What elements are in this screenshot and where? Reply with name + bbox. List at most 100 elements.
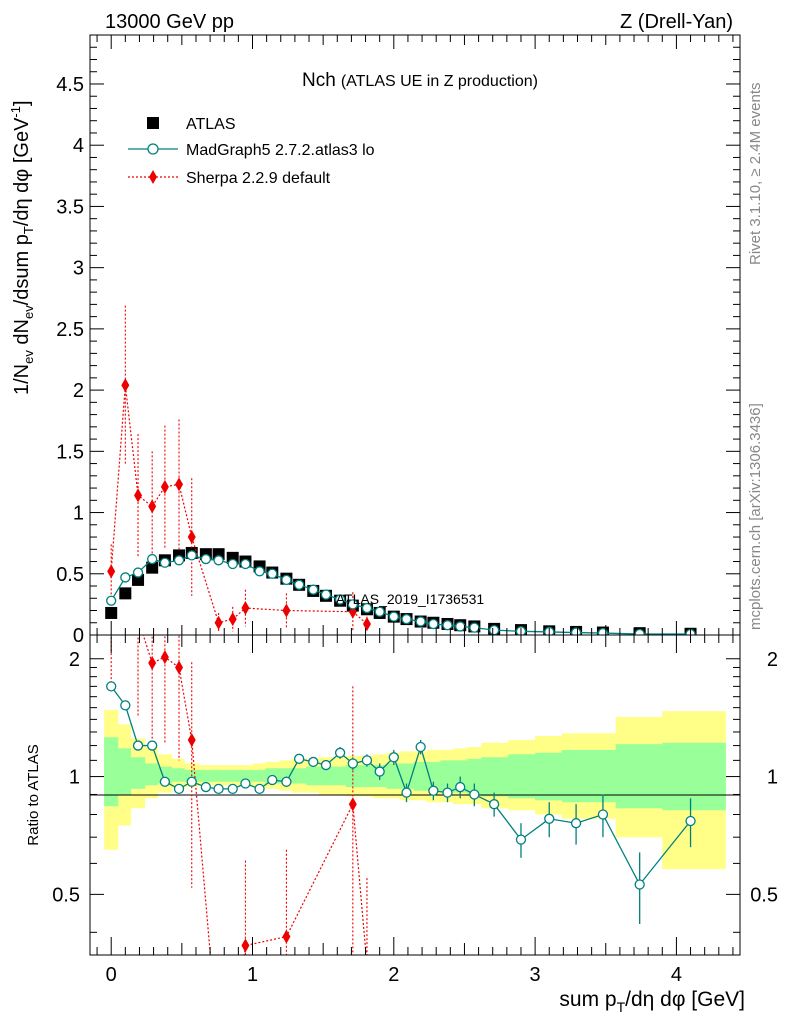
x-tick-label: 4 xyxy=(671,964,682,986)
ratio-y-tick-label-right: 1 xyxy=(767,767,778,789)
madgraph-data-point xyxy=(147,553,158,565)
ratio-sherpa-point xyxy=(175,660,184,675)
ratio-madgraph-point xyxy=(415,741,426,753)
ratio-madgraph-point xyxy=(442,787,453,798)
x-tick-label: 3 xyxy=(530,964,541,986)
sherpa-data-point xyxy=(160,479,169,494)
ratio-madgraph-point xyxy=(544,813,555,824)
legend-madgraph-label: MadGraph5 2.7.2.atlas3 lo xyxy=(186,142,375,159)
sherpa-data-point xyxy=(134,488,143,503)
ratio-inner-band xyxy=(104,737,726,811)
ratio-madgraph-point xyxy=(227,783,238,795)
main-y-axis-label: 1/Nev dNev/dsum pT/dη dφ [GeV-1] xyxy=(8,100,36,395)
madgraph-data-point xyxy=(254,566,265,577)
ratio-y-tick-label-right: 0.5 xyxy=(750,884,778,906)
ratio-madgraph-point xyxy=(293,753,305,764)
main-panel xyxy=(90,35,740,635)
main-y-tick-label: 2 xyxy=(73,380,84,402)
rivet-version-label: Rivet 3.1.10, ≥ 2.4M events xyxy=(747,83,764,266)
sherpa-data-point xyxy=(241,601,250,616)
madgraph-data-point xyxy=(455,621,466,632)
plot-title-main: Nch xyxy=(302,70,336,91)
sherpa-data-point xyxy=(187,530,196,545)
main-y-tick-label: 2.5 xyxy=(56,319,84,341)
ratio-madgraph-point xyxy=(685,815,696,827)
madgraph-data-point xyxy=(186,550,197,561)
madgraph-data-point xyxy=(120,572,131,583)
ratio-madgraph-point xyxy=(469,789,480,800)
ratio-madgraph-point xyxy=(200,781,212,793)
atlas-data-point xyxy=(132,573,145,586)
ratio-y-tick-label: 2 xyxy=(69,649,80,671)
ratio-frame xyxy=(89,634,741,956)
ratio-madgraph-point xyxy=(401,787,412,798)
ratio-uncertainty-bands xyxy=(104,709,726,870)
ratio-sherpa-point xyxy=(348,797,357,812)
sherpa-data-point xyxy=(121,378,130,393)
ratio-madgraph-point xyxy=(254,783,265,795)
madgraph-data-point xyxy=(281,574,292,586)
main-data-layer xyxy=(105,305,697,640)
sherpa-data-point xyxy=(282,603,291,618)
ratio-madgraph-point xyxy=(106,681,117,692)
madgraph-data-point xyxy=(240,558,251,570)
x-tick-label: 2 xyxy=(388,964,399,986)
madgraph-data-point xyxy=(488,624,500,636)
madgraph-data-point xyxy=(415,616,426,627)
madgraph-data-point xyxy=(428,618,439,630)
ratio-madgraph-point xyxy=(570,818,582,829)
ratio-madgraph-point xyxy=(634,879,645,890)
ratio-sherpa-point xyxy=(363,958,371,972)
main-y-tick-label: 4 xyxy=(73,135,84,157)
sherpa-data-point xyxy=(148,499,157,514)
ratio-madgraph-point xyxy=(455,781,466,793)
ratio-madgraph-point xyxy=(374,766,385,777)
madgraph-data-point xyxy=(200,553,212,565)
plot-title-sub: (ATLAS UE in Z production) xyxy=(341,73,538,90)
main-y-tick-label: 1 xyxy=(73,503,84,525)
main-y-tick-label: 4.5 xyxy=(56,74,84,96)
ratio-madgraph-point xyxy=(361,755,373,766)
madgraph-data-point xyxy=(347,599,358,610)
header-right-label: Z (Drell-Yan) xyxy=(620,11,733,33)
madgraph-data-point xyxy=(132,567,144,578)
ratio-madgraph-point xyxy=(240,778,251,789)
ratio-sherpa-point xyxy=(160,650,169,665)
ratio-madgraph-point xyxy=(347,758,358,769)
main-axis: 0 0.5 1 1.5 2 2.5 3 3.5 4 4.5 xyxy=(56,34,740,647)
ratio-madgraph-point xyxy=(159,776,171,787)
ratio-madgraph-point xyxy=(267,774,278,786)
ratio-data-layer xyxy=(106,635,696,972)
ratio-y-tick-label: 0.5 xyxy=(52,884,80,906)
ratio-y-tick-label-right: 2 xyxy=(767,649,778,671)
ratio-madgraph-point xyxy=(173,783,185,795)
ratio-madgraph-point xyxy=(320,759,332,771)
main-y-tick-label: 0.5 xyxy=(56,564,84,586)
mcplots-reference-label: mcplots.cern.ch [arXiv:1306.3436] xyxy=(747,403,764,630)
madgraph-data-point xyxy=(213,555,224,566)
madgraph-data-point xyxy=(267,568,278,579)
madgraph-data-point xyxy=(308,584,319,595)
sherpa-data-point xyxy=(214,615,223,630)
legend-sherpa-label: Sherpa 2.2.9 default xyxy=(186,170,331,187)
madgraph-data-point xyxy=(442,620,453,631)
sherpa-data-point xyxy=(228,612,237,627)
plot-title: Nch (ATLAS UE in Z production) xyxy=(302,70,538,91)
ratio-madgraph-point xyxy=(388,752,399,763)
ratio-madgraph-point xyxy=(132,740,144,751)
madgraph-data-point xyxy=(159,557,171,568)
ratio-madgraph-point xyxy=(334,747,346,758)
sherpa-data-point xyxy=(107,564,116,579)
ratio-y-tick-label: 1 xyxy=(69,767,80,789)
analysis-watermark: ATLAS_2019_I1736531 xyxy=(336,591,485,607)
ratio-sherpa-point xyxy=(241,938,250,953)
legend-atlas-label: ATLAS xyxy=(186,116,236,133)
madgraph-data-point xyxy=(320,589,332,600)
madgraph-data-point xyxy=(334,594,346,605)
ratio-madgraph-point xyxy=(308,756,319,768)
main-y-tick-label: 1.5 xyxy=(56,441,84,463)
madgraph-data-point xyxy=(374,606,385,617)
main-y-tick-label: 3 xyxy=(73,258,84,280)
ratio-madgraph-point xyxy=(515,834,527,845)
madgraph-data-point xyxy=(469,622,480,633)
